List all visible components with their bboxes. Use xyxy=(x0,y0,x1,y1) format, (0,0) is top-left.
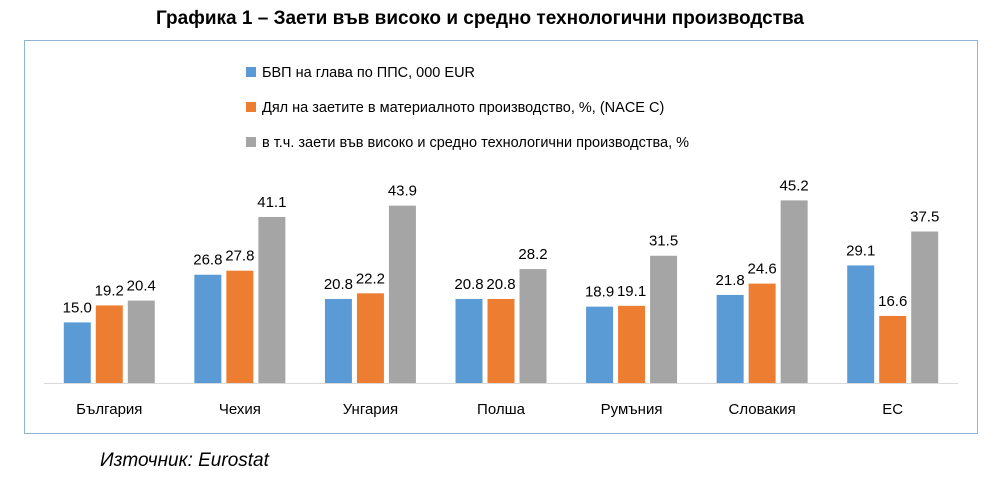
bar-1-5 xyxy=(586,306,614,383)
bar-2-2 xyxy=(226,270,254,383)
legend-swatch-1 xyxy=(246,67,256,77)
data-label-1-7: 29.1 xyxy=(846,242,875,259)
bar-3-6 xyxy=(780,200,808,383)
bar-3-1 xyxy=(127,300,155,383)
chart-frame xyxy=(24,40,978,434)
x-tick-label-3: Унгария xyxy=(343,401,398,418)
x-tick-label-2: Чехия xyxy=(219,401,261,418)
data-label-2-5: 19.1 xyxy=(617,283,646,300)
legend-label-2: Дял на заетите в материалното производст… xyxy=(262,100,664,116)
data-label-1-4: 20.8 xyxy=(454,276,483,293)
data-label-3-1: 20.4 xyxy=(127,278,156,295)
bar-2-6 xyxy=(748,283,776,383)
bar-3-3 xyxy=(388,205,416,383)
data-label-2-1: 19.2 xyxy=(95,282,124,299)
x-tick-label-5: Румъния xyxy=(601,401,663,418)
data-label-2-4: 20.8 xyxy=(486,276,515,293)
bar-1-2 xyxy=(194,274,222,383)
bar-2-1 xyxy=(95,305,123,383)
data-label-2-7: 16.6 xyxy=(878,293,907,310)
data-label-3-4: 28.2 xyxy=(518,246,547,263)
bar-3-2 xyxy=(258,216,286,383)
data-label-1-1: 15.0 xyxy=(63,299,92,316)
x-tick-label-7: ЕС xyxy=(882,401,903,418)
source-note: Източник: Eurostat xyxy=(100,450,269,471)
bar-3-5 xyxy=(650,255,678,383)
x-tick-label-4: Полша xyxy=(477,401,526,418)
x-tick-label-6: Словакия xyxy=(728,401,795,418)
data-label-1-5: 18.9 xyxy=(585,284,614,301)
data-label-3-2: 41.1 xyxy=(257,194,286,211)
data-label-2-6: 24.6 xyxy=(748,261,777,278)
chart-title: Графика 1 – Заети във високо и средно те… xyxy=(156,8,804,29)
data-label-2-2: 27.8 xyxy=(225,248,254,265)
x-tick-label-1: България xyxy=(76,401,142,418)
data-label-3-6: 45.2 xyxy=(780,177,809,194)
bar-1-3 xyxy=(324,298,352,383)
bar-1-6 xyxy=(716,294,744,383)
bar-3-4 xyxy=(519,269,547,383)
data-label-3-5: 31.5 xyxy=(649,233,678,250)
data-label-1-3: 20.8 xyxy=(324,276,353,293)
bar-2-4 xyxy=(487,298,515,383)
data-label-1-2: 26.8 xyxy=(193,252,222,269)
bar-1-4 xyxy=(455,298,483,383)
bar-2-7 xyxy=(879,315,907,383)
legend-swatch-2 xyxy=(246,102,256,112)
legend-swatch-3 xyxy=(246,137,256,147)
bar-2-3 xyxy=(356,293,384,383)
data-label-2-3: 22.2 xyxy=(356,270,385,287)
bar-2-5 xyxy=(618,305,646,383)
legend-label-1: БВП на глава по ППС, 000 EUR xyxy=(262,65,475,81)
bar-1-1 xyxy=(63,322,91,383)
data-label-1-6: 21.8 xyxy=(716,272,745,289)
data-label-3-7: 37.5 xyxy=(910,209,939,226)
bar-3-7 xyxy=(911,231,939,383)
bar-1-7 xyxy=(847,265,875,383)
data-label-3-3: 43.9 xyxy=(388,183,417,200)
legend-label-3: в т.ч. заети във високо и средно техноло… xyxy=(262,135,689,151)
